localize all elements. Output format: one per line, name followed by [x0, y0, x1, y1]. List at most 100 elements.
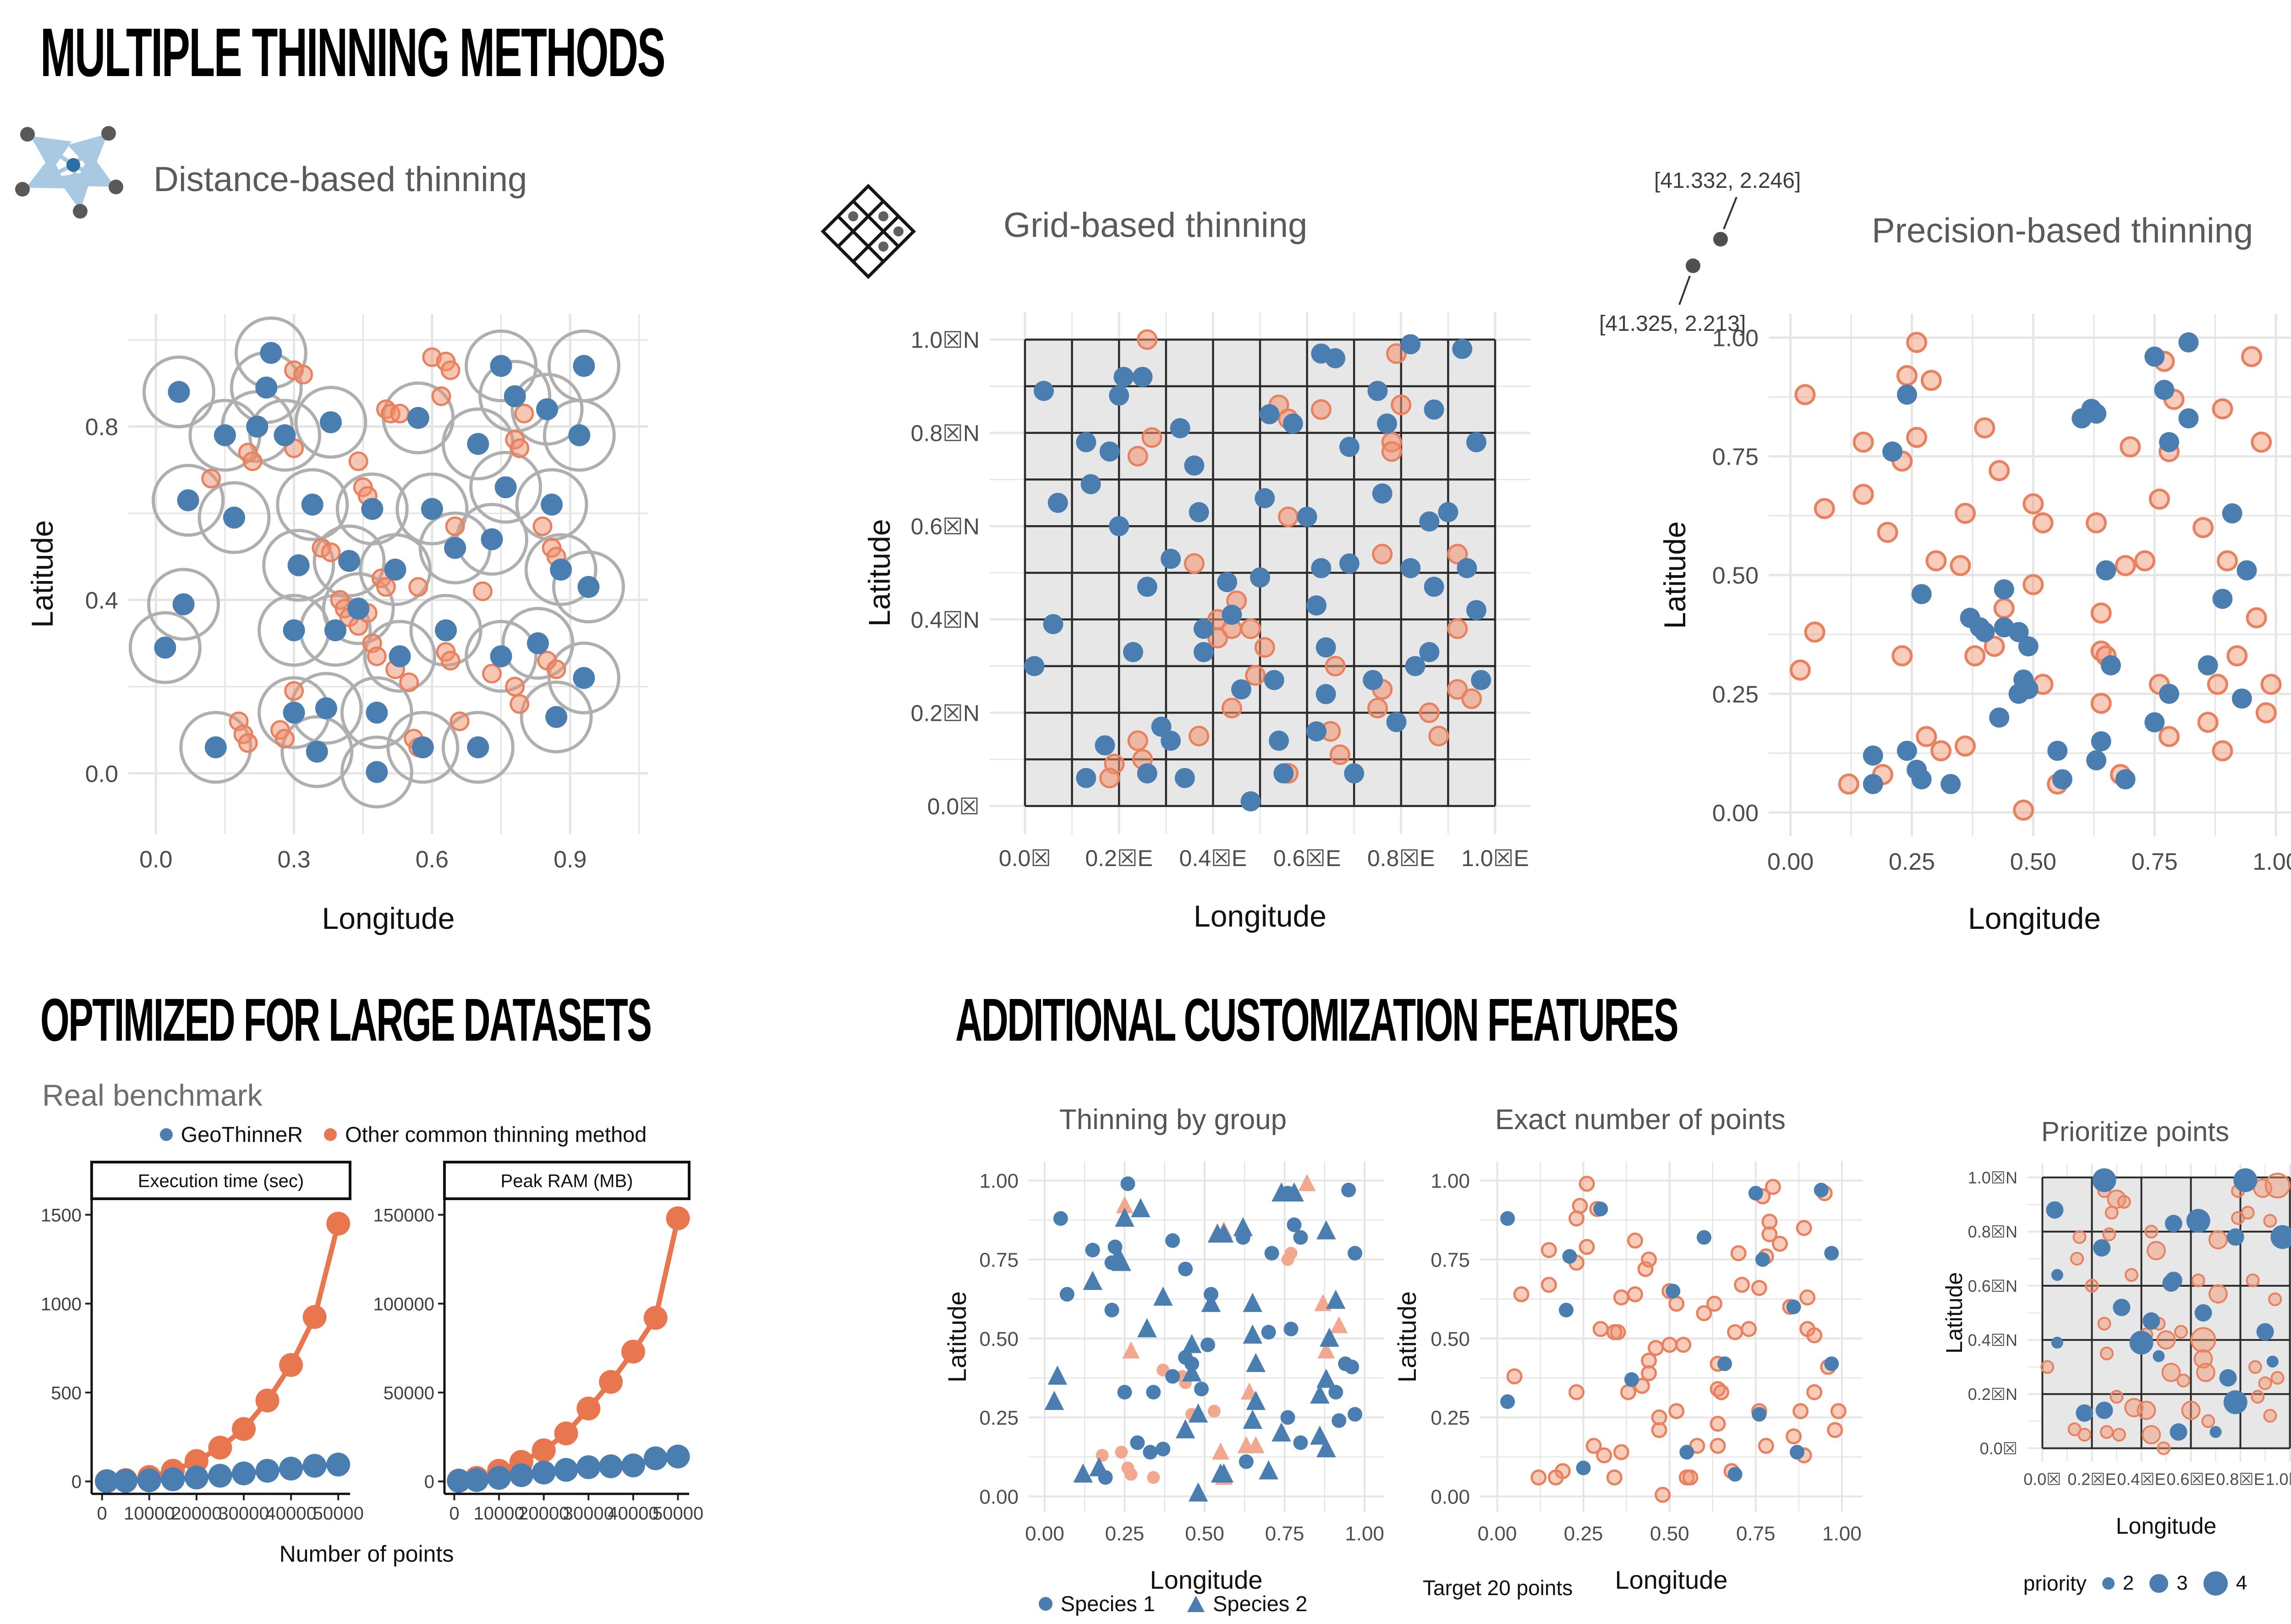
svg-text:0: 0 — [449, 1503, 459, 1524]
method-label-grid: Grid-based thinning — [1003, 206, 1308, 245]
svg-text:0.50: 0.50 — [1712, 563, 1759, 589]
svg-text:0.25: 0.25 — [1564, 1523, 1603, 1545]
feature-title-thinning-by-group: Thinning by group — [1059, 1104, 1287, 1136]
benchmark-legend-item-geothinner: GeoThinneR — [159, 1122, 303, 1147]
other-method-legend-label: Other common thinning method — [345, 1122, 647, 1147]
section-heading-multiple-thinning-methods: MULTIPLE THINNING METHODS — [40, 14, 666, 91]
svg-text:0.2☒N: 0.2☒N — [911, 700, 980, 726]
benchmark-legend-item-other: Other common thinning method — [324, 1122, 647, 1147]
species-2-label: Species 2 — [1213, 1591, 1308, 1616]
svg-text:0.50: 0.50 — [1185, 1523, 1224, 1545]
priority-label-4: 4 — [2236, 1572, 2247, 1594]
svg-text:Longitude: Longitude — [1968, 901, 2101, 935]
svg-text:0.25: 0.25 — [979, 1407, 1019, 1429]
svg-text:Longitude: Longitude — [1194, 899, 1326, 933]
svg-text:Longitude: Longitude — [2116, 1513, 2217, 1539]
precision-thinning-plot: 0.00 0.25 0.50 0.75 1.00 0.00 0.25 0.50 0.75 1.00… — [1658, 314, 2291, 935]
species-1-label: Species 1 — [1060, 1591, 1155, 1616]
svg-text:0.4☒E: 0.4☒E — [1179, 845, 1247, 871]
svg-text:Latitude: Latitude — [1941, 1272, 1967, 1354]
svg-text:1.00: 1.00 — [1822, 1523, 1862, 1545]
target-points-caption: Target 20 points — [1423, 1576, 1573, 1600]
svg-text:1.0☒N: 1.0☒N — [911, 327, 980, 353]
svg-text:0.4☒E: 0.4☒E — [2117, 1470, 2165, 1488]
svg-text:500: 500 — [51, 1383, 82, 1403]
svg-text:0.8☒E: 0.8☒E — [1367, 845, 1435, 871]
svg-text:20000: 20000 — [518, 1503, 569, 1524]
exact-number-plot: 0.00 0.25 0.50 0.75 1.00 0.00 0.25 0.50 0.75 1.00… — [1392, 1162, 1863, 1594]
svg-text:50000: 50000 — [652, 1503, 703, 1524]
priority-legend-title: priority — [2023, 1571, 2087, 1595]
svg-text:10000: 10000 — [124, 1503, 175, 1524]
feature-title-exact-number: Exact number of points — [1495, 1104, 1786, 1136]
svg-text:40000: 40000 — [265, 1503, 316, 1524]
svg-text:Longitude: Longitude — [322, 901, 455, 935]
svg-text:1.00: 1.00 — [1431, 1170, 1470, 1192]
priority-legend-item-2: 2 — [2102, 1572, 2134, 1595]
species-1-legend-item: Species 1 — [1038, 1591, 1155, 1616]
distance-thinning-plot: 0.0 0.3 0.6 0.9 0.0 0.4 0.8 Longitude Latitude — [25, 314, 648, 935]
svg-text:0: 0 — [71, 1472, 82, 1492]
svg-text:0.8☒E: 0.8☒E — [2216, 1470, 2264, 1488]
priority-label-3: 3 — [2176, 1572, 2188, 1594]
species-1-marker — [1038, 1597, 1052, 1611]
grid-thinning-icon — [821, 184, 916, 279]
svg-text:Longitude: Longitude — [1150, 1565, 1262, 1594]
geothinner-legend-dot — [159, 1128, 173, 1141]
svg-text:10000: 10000 — [473, 1503, 524, 1524]
priority-legend-item-3: 3 — [2149, 1572, 2188, 1595]
svg-text:0.25: 0.25 — [1712, 681, 1759, 708]
svg-text:0.50: 0.50 — [2010, 849, 2056, 875]
svg-text:0.2☒N: 0.2☒N — [1968, 1385, 2017, 1404]
species-2-legend-item: Species 2 — [1187, 1591, 1307, 1616]
priority-dot-2 — [2102, 1577, 2115, 1590]
svg-text:50000: 50000 — [313, 1503, 364, 1524]
svg-text:0.50: 0.50 — [979, 1328, 1019, 1350]
benchmark-legend: GeoThinneR Other common thinning method — [92, 1122, 715, 1147]
svg-text:0.6☒N: 0.6☒N — [1968, 1277, 2017, 1295]
svg-text:0.8☒N: 0.8☒N — [911, 421, 980, 446]
svg-text:0.8: 0.8 — [85, 414, 118, 441]
svg-text:0.4☒N: 0.4☒N — [911, 607, 980, 633]
svg-text:0.75: 0.75 — [1736, 1523, 1776, 1545]
svg-text:Peak RAM (MB): Peak RAM (MB) — [501, 1171, 633, 1191]
svg-text:0.3: 0.3 — [277, 846, 310, 873]
peak-ram-chart: 0 100002000030000400005000005000010000015… — [373, 1161, 703, 1524]
svg-text:20000: 20000 — [171, 1503, 222, 1524]
priority-label-2: 2 — [2122, 1572, 2134, 1594]
svg-text:1.0☒E: 1.0☒E — [1461, 845, 1529, 871]
thinning-by-group-plot: 0.00 0.25 0.50 0.75 1.00 0.00 0.25 0.50 0.75 1.00… — [943, 1162, 1384, 1594]
svg-text:0.2☒E: 0.2☒E — [2067, 1470, 2116, 1488]
svg-text:1000: 1000 — [41, 1294, 82, 1314]
svg-text:0.6☒N: 0.6☒N — [911, 514, 980, 539]
svg-text:0.9: 0.9 — [554, 846, 586, 873]
svg-text:Latitude: Latitude — [1392, 1291, 1421, 1383]
svg-text:0.0☒: 0.0☒ — [927, 794, 980, 819]
svg-text:0.0☒: 0.0☒ — [1980, 1439, 2017, 1458]
svg-text:0.75: 0.75 — [1265, 1523, 1304, 1545]
priority-legend-item-4: 4 — [2203, 1571, 2247, 1596]
svg-text:1.00: 1.00 — [979, 1170, 1019, 1192]
svg-text:0.25: 0.25 — [1889, 849, 1935, 875]
svg-text:0.4☒N: 0.4☒N — [1968, 1331, 2017, 1350]
svg-text:0.75: 0.75 — [979, 1249, 1019, 1271]
grid-thinning-plot: 0.0☒ 0.2☒E 0.4☒E 0.6☒E 0.8☒E 1.0☒E 0.0☒ 0.2☒N 0.… — [862, 312, 1530, 933]
svg-text:0.2☒E: 0.2☒E — [1085, 845, 1153, 871]
svg-text:0.50: 0.50 — [1650, 1523, 1689, 1545]
svg-text:100000: 100000 — [373, 1294, 434, 1314]
svg-text:1.0☒E: 1.0☒E — [2265, 1470, 2291, 1488]
svg-text:0: 0 — [424, 1472, 434, 1492]
svg-text:Execution time (sec): Execution time (sec) — [138, 1171, 304, 1191]
svg-text:50000: 50000 — [384, 1383, 434, 1403]
priority-dot-4 — [2203, 1571, 2228, 1596]
svg-text:40000: 40000 — [608, 1503, 658, 1524]
svg-text:150000: 150000 — [373, 1205, 434, 1225]
svg-text:0.75: 0.75 — [1431, 1249, 1470, 1271]
svg-text:Latitude: Latitude — [943, 1291, 971, 1383]
geothinner-legend-label: GeoThinneR — [181, 1122, 303, 1147]
svg-text:1.00: 1.00 — [1345, 1523, 1384, 1545]
svg-text:0.00: 0.00 — [1431, 1486, 1470, 1508]
svg-text:0.4: 0.4 — [85, 587, 118, 614]
benchmark-subtitle: Real benchmark — [42, 1078, 263, 1112]
